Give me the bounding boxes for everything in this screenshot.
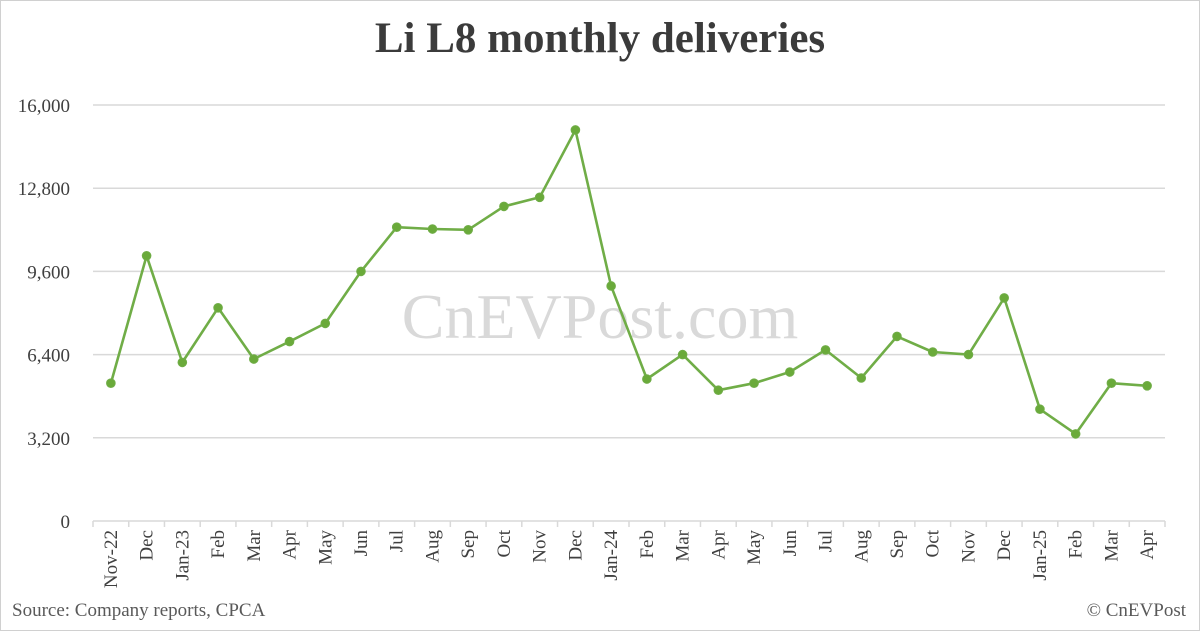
data-point <box>427 224 438 234</box>
y-axis: 0 3,200 6,400 9,600 12,800 16,000 <box>18 96 70 533</box>
data-point <box>391 222 402 232</box>
chart-title: Li L8 monthly deliveries <box>374 15 826 62</box>
data-point <box>606 281 616 291</box>
data-point <box>284 336 295 347</box>
x-tick-label: Mar <box>244 529 265 561</box>
x-tick-label: Dec <box>994 530 1015 561</box>
x-tick-label: Apr <box>708 529 729 559</box>
x-tick-label: Dec <box>137 530 158 561</box>
data-point <box>1142 381 1152 391</box>
data-point <box>1035 404 1045 415</box>
data-point <box>177 357 188 368</box>
x-tick-label: Feb <box>208 530 229 559</box>
x-tick-label: Jul <box>387 530 408 552</box>
y-tick-label: 16,000 <box>18 96 70 117</box>
data-point <box>1106 378 1117 389</box>
data-point <box>927 347 938 357</box>
x-tick-label: Apr <box>1137 529 1158 559</box>
x-tick-label: Jul <box>816 530 837 552</box>
data-point <box>677 349 688 360</box>
x-tick-label: Jun <box>780 530 801 557</box>
y-tick-label: 12,800 <box>18 179 70 200</box>
data-point <box>713 385 724 396</box>
x-axis: Nov-22 Dec Jan-23 Feb Mar Apr May Jun Jul Aug Sep O… <box>92 520 1166 588</box>
x-tick-label: Oct <box>923 529 944 557</box>
data-point <box>963 349 974 360</box>
x-tick-label: Jan-24 <box>601 530 622 581</box>
gridlines <box>93 104 1165 439</box>
x-tick-label: Dec <box>565 530 586 561</box>
data-point <box>356 266 366 277</box>
watermark: CnEVPost.com <box>402 281 798 352</box>
x-tick-label: May <box>744 530 765 565</box>
x-tick-label: Sep <box>887 530 908 559</box>
copyright-note: © CnEVPost <box>1086 600 1186 621</box>
data-point <box>141 251 152 261</box>
y-tick-label: 0 <box>61 512 71 533</box>
data-point <box>499 201 509 212</box>
x-tick-label: Jan-25 <box>1030 530 1051 581</box>
data-point <box>106 378 116 389</box>
x-tick-label: Nov-22 <box>101 530 122 588</box>
y-tick-label: 3,200 <box>27 429 70 450</box>
data-point <box>570 125 581 135</box>
data-point <box>463 225 474 235</box>
x-tick-label: Aug <box>422 530 443 563</box>
x-tick-label: Jan-23 <box>172 530 193 581</box>
x-tick-label: Aug <box>851 530 872 563</box>
data-point <box>249 354 259 364</box>
data-point <box>892 331 902 342</box>
data-point <box>213 303 223 313</box>
x-tick-label: Feb <box>637 530 658 559</box>
x-tick-label: Oct <box>494 529 515 557</box>
data-point <box>999 293 1010 303</box>
series-line <box>109 128 1148 436</box>
x-tick-label: Nov <box>958 530 979 563</box>
y-tick-label: 9,600 <box>27 262 70 283</box>
data-point <box>1070 429 1081 439</box>
data-point <box>749 378 759 389</box>
x-tick-label: Sep <box>458 530 479 559</box>
x-tick-label: Nov <box>530 530 551 563</box>
data-point <box>820 345 831 355</box>
x-tick-label: Apr <box>280 529 301 559</box>
source-note: Source: Company reports, CPCA <box>12 600 266 621</box>
data-point <box>320 318 331 329</box>
data-point <box>534 192 545 203</box>
y-tick-label: 6,400 <box>27 346 70 367</box>
x-tick-label: Mar <box>673 529 694 561</box>
data-point <box>642 374 652 384</box>
series-deliveries <box>106 125 1152 439</box>
x-tick-label: Mar <box>1101 529 1122 561</box>
data-point <box>856 373 867 383</box>
x-tick-label: May <box>315 530 336 565</box>
x-tick-label: Jun <box>351 530 372 557</box>
data-point <box>785 367 795 377</box>
x-tick-label: Feb <box>1066 530 1087 559</box>
